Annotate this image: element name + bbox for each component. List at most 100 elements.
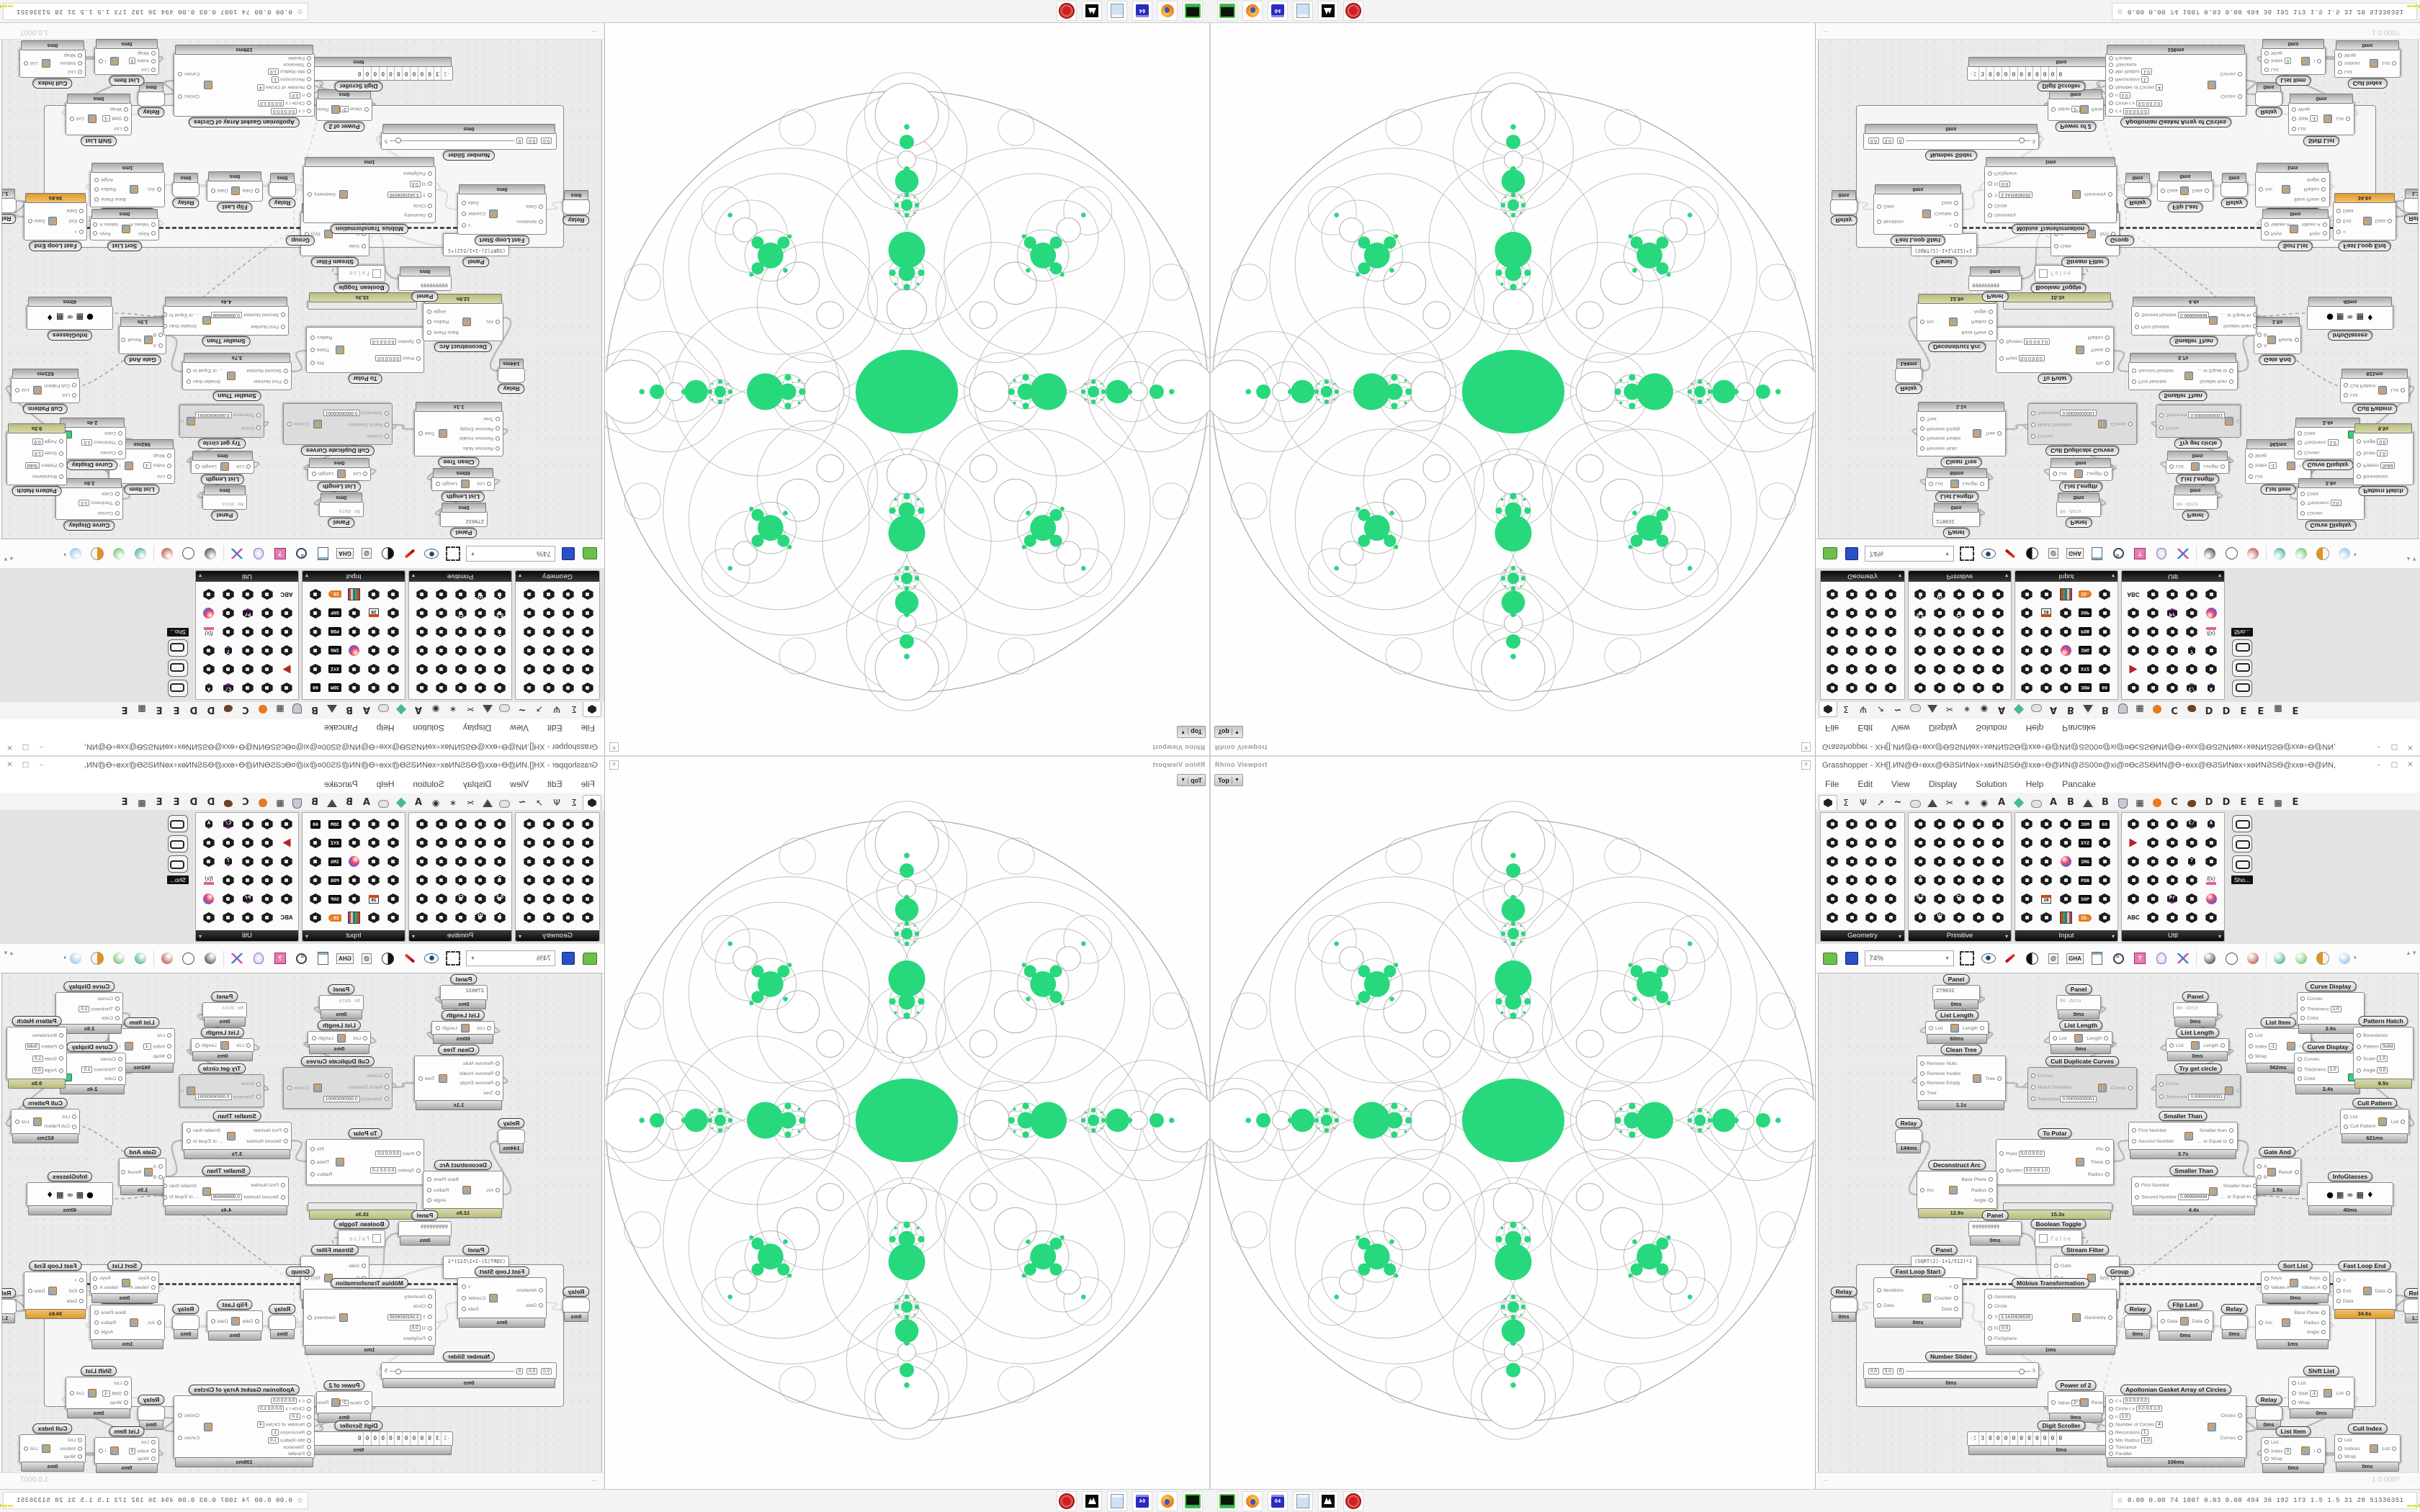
component-icon[interactable] bbox=[579, 642, 596, 660]
tab-plugin[interactable]: ▦ bbox=[272, 702, 289, 716]
component-icon[interactable] bbox=[579, 852, 596, 870]
tab-plugin[interactable] bbox=[289, 796, 306, 810]
component-icon[interactable] bbox=[1931, 890, 1948, 908]
component-icon[interactable]: IMG bbox=[326, 852, 344, 870]
calculator-icon[interactable] bbox=[1107, 1, 1127, 21]
component-icon[interactable]: SHP bbox=[2076, 604, 2094, 622]
component-icon[interactable] bbox=[2018, 679, 2035, 697]
component-icon[interactable] bbox=[491, 679, 508, 697]
ribbon-category-label[interactable]: Input ▾ bbox=[2015, 571, 2118, 582]
component-icon[interactable]: C/ bbox=[1950, 890, 1968, 908]
component-icon[interactable] bbox=[521, 604, 538, 622]
component-icon[interactable]: 3DM bbox=[2076, 815, 2094, 833]
component-icon[interactable] bbox=[560, 852, 577, 870]
component-icon[interactable] bbox=[472, 679, 489, 697]
component-icon[interactable] bbox=[239, 642, 256, 660]
ribbon-category-label[interactable]: Geometry ▾ bbox=[516, 930, 599, 941]
component-icon[interactable]: SHP bbox=[2076, 890, 2094, 908]
component-icon[interactable] bbox=[1912, 852, 1929, 870]
ribbon-category-label[interactable]: Util ▾ bbox=[2122, 571, 2224, 582]
component-icon[interactable] bbox=[560, 585, 577, 603]
component-icon[interactable]: 60 bbox=[2096, 815, 2113, 833]
component-icon[interactable] bbox=[1882, 660, 1899, 678]
component-icon[interactable] bbox=[1882, 623, 1899, 641]
tab-plugin[interactable]: E bbox=[2252, 702, 2269, 716]
component-icon[interactable]: Pr bbox=[2164, 890, 2181, 908]
ribbon-category-label[interactable]: Util ▾ bbox=[2122, 930, 2224, 941]
component-icon[interactable] bbox=[346, 585, 363, 603]
menu-item-display[interactable]: Display bbox=[462, 779, 492, 789]
component-icon[interactable] bbox=[346, 871, 363, 889]
component-icon[interactable] bbox=[2183, 604, 2200, 622]
component-icon[interactable] bbox=[2096, 623, 2113, 641]
component-icon[interactable] bbox=[452, 642, 470, 660]
component-icon[interactable] bbox=[1882, 585, 1899, 603]
component-icon[interactable] bbox=[2164, 871, 2181, 889]
component-icon[interactable]: C/ bbox=[452, 604, 470, 622]
tab-plugin[interactable]: E bbox=[2252, 796, 2269, 810]
component-icon[interactable] bbox=[385, 660, 402, 678]
component-icon[interactable] bbox=[540, 871, 557, 889]
component-icon[interactable] bbox=[346, 604, 363, 622]
component-icon[interactable] bbox=[2057, 679, 2074, 697]
wide-node[interactable]: 15.3s bbox=[2003, 1202, 2112, 1220]
glasses-icon[interactable] bbox=[2232, 815, 2252, 832]
component-icon[interactable] bbox=[385, 909, 402, 927]
component-icon[interactable] bbox=[2018, 815, 2035, 833]
component-icon[interactable] bbox=[2125, 834, 2142, 852]
open-file-icon[interactable] bbox=[581, 545, 599, 562]
search-icon[interactable] bbox=[293, 545, 310, 562]
component-icon[interactable]: C/ bbox=[2183, 815, 2200, 833]
sphere-green-icon[interactable] bbox=[2293, 545, 2310, 562]
component-icon[interactable] bbox=[540, 909, 557, 927]
component-icon[interactable] bbox=[200, 604, 218, 622]
component-icon[interactable]: 3DM bbox=[2076, 679, 2094, 697]
document-icon[interactable] bbox=[315, 545, 332, 562]
menu-item-display[interactable]: Display bbox=[462, 723, 492, 733]
remote-icon[interactable]: @ bbox=[358, 545, 375, 562]
component-icon[interactable] bbox=[1882, 815, 1899, 833]
component-icon[interactable]: C/ bbox=[1950, 604, 1968, 622]
component-icon[interactable] bbox=[259, 815, 276, 833]
component-icon[interactable] bbox=[2164, 679, 2181, 697]
list-length-node[interactable]: List Length List Length 60ms bbox=[1925, 468, 1989, 502]
tab-plugin[interactable] bbox=[220, 796, 237, 810]
component-icon[interactable] bbox=[2125, 660, 2142, 678]
sketch-icon[interactable] bbox=[401, 950, 418, 967]
component-icon[interactable] bbox=[521, 642, 538, 660]
component-icon[interactable] bbox=[540, 852, 557, 870]
emulator-64-icon[interactable]: 64 bbox=[1132, 1491, 1152, 1511]
component-icon[interactable] bbox=[1863, 834, 1880, 852]
tab-plugin[interactable]: ▩ bbox=[2269, 702, 2287, 716]
component-icon[interactable] bbox=[2164, 909, 2181, 927]
panel-node[interactable]: Panel 999999999 0ms bbox=[398, 1210, 452, 1246]
list-length-node[interactable]: List Length List Length 0ms bbox=[308, 1020, 371, 1054]
menu-item-display[interactable]: Display bbox=[1928, 779, 1958, 789]
component-icon[interactable] bbox=[220, 604, 237, 622]
tab-plugin[interactable] bbox=[2114, 702, 2131, 716]
component-icon[interactable]: IMG bbox=[2076, 642, 2094, 660]
component-icon[interactable] bbox=[521, 660, 538, 678]
component-icon[interactable] bbox=[2018, 890, 2035, 908]
tab-mesh[interactable] bbox=[479, 702, 496, 716]
ribbon-category-label[interactable]: Geometry ▾ bbox=[1821, 571, 1904, 582]
component-icon[interactable]: A bbox=[2202, 679, 2220, 697]
tab-plugin[interactable]: A bbox=[1993, 702, 2010, 716]
component-icon[interactable] bbox=[220, 585, 237, 603]
preview-eye-icon[interactable] bbox=[1980, 545, 1997, 562]
component-icon[interactable]: C/ bbox=[220, 679, 237, 697]
component-icon[interactable] bbox=[1950, 909, 1968, 927]
resize-grip[interactable]: ∷ bbox=[4, 29, 9, 36]
component-icon[interactable] bbox=[385, 852, 402, 870]
component-icon[interactable]: XYZ bbox=[326, 834, 344, 852]
component-icon[interactable]: A bbox=[200, 815, 218, 833]
wide-node[interactable]: 15.3s bbox=[2003, 292, 2112, 310]
component-icon[interactable] bbox=[2144, 623, 2161, 641]
relay-node[interactable]: Relay 0ms bbox=[563, 190, 590, 225]
